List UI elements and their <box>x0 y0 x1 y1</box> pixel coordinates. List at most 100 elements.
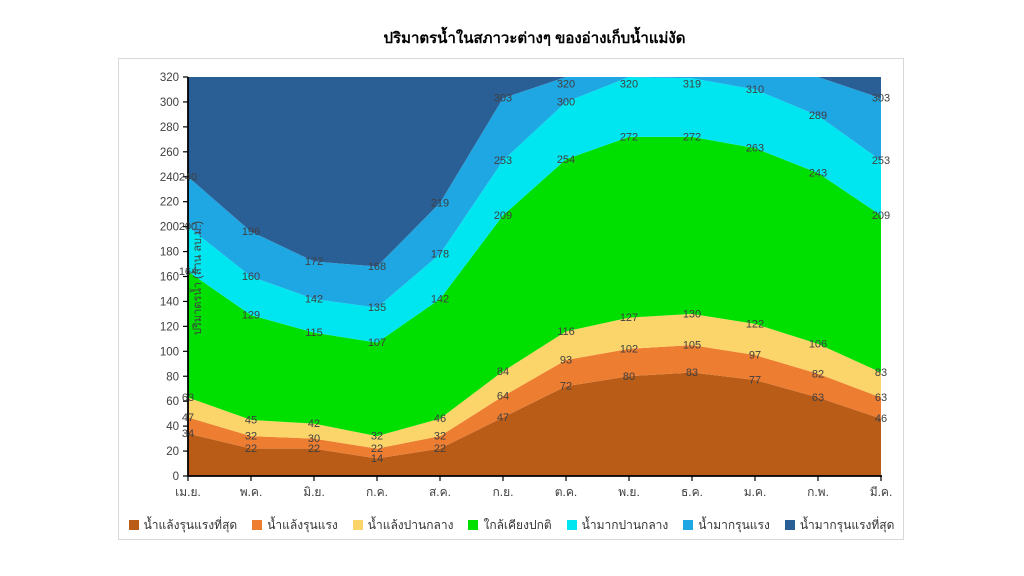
legend-swatch-icon <box>252 520 263 530</box>
chart-title: ปริมาตรน้ำในสภาวะต่างๆ ของอ่างเก็บน้ำแม่… <box>383 30 686 47</box>
data-label-series-3: 106 <box>809 338 827 350</box>
data-label-series-5: 178 <box>431 249 449 261</box>
x-tick-label: ก.ย. <box>493 485 514 499</box>
data-label-series-5: 253 <box>872 155 890 167</box>
y-tick-label: 0 <box>173 471 179 483</box>
y-tick-label: 240 <box>160 172 179 184</box>
data-label-series-3: 130 <box>683 308 701 320</box>
legend-item-3: น้ำแล้งปานกลาง <box>352 516 454 535</box>
data-label-series-2: 105 <box>683 340 701 352</box>
area-band-6 <box>188 77 881 308</box>
legend-label: น้ำมากรุนแรง <box>698 517 770 532</box>
data-label-series-4: 107 <box>368 337 386 349</box>
area-band-3 <box>188 313 881 449</box>
y-tick-label: 140 <box>160 296 179 308</box>
area-band-2 <box>188 345 881 459</box>
data-label-series-2: 47 <box>182 412 194 424</box>
data-label-series-4: 164 <box>179 266 197 278</box>
data-label-series-1: 22 <box>245 443 257 455</box>
data-label-series-3: 63 <box>182 392 194 404</box>
y-tick-label: 260 <box>160 147 179 159</box>
y-tick-label: 280 <box>160 122 179 134</box>
data-label-series-6: 320 <box>557 79 575 91</box>
x-tick-label: ม.ค. <box>744 485 767 499</box>
area-band-7 <box>188 77 881 267</box>
data-label-series-3: 32 <box>371 431 383 443</box>
data-label-series-5: 253 <box>494 155 512 167</box>
data-label-series-2: 22 <box>371 443 383 455</box>
x-tick-label: พ.ค. <box>240 485 263 499</box>
y-tick-label: 100 <box>160 346 179 358</box>
x-tick-label: มี.ค. <box>870 485 893 499</box>
x-tick-label: ก.ค. <box>366 485 388 499</box>
data-label-series-2: 32 <box>245 431 257 443</box>
legend-label: น้ำแล้งรุนแรงที่สุด <box>143 517 238 532</box>
data-label-series-1: 14 <box>371 453 383 465</box>
y-tick-label: 220 <box>160 197 179 209</box>
legend-item-6: น้ำมากรุนแรง <box>683 516 770 535</box>
legend-item-2: น้ำแล้งรุนแรง <box>252 516 338 535</box>
legend-swatch-icon <box>352 520 363 530</box>
data-label-series-4: 254 <box>557 154 575 166</box>
area-band-4 <box>188 136 881 437</box>
data-label-series-6: 303 <box>872 93 890 105</box>
data-label-series-6: 172 <box>305 256 323 268</box>
data-label-series-5: 135 <box>368 302 386 314</box>
data-label-series-2: 32 <box>434 431 446 443</box>
data-label-series-1: 46 <box>875 413 887 425</box>
y-tick-label: 180 <box>160 247 179 259</box>
legend-swatch-icon <box>566 520 577 530</box>
legend-label: น้ำมากปานกลาง <box>581 517 669 532</box>
x-tick-label: พ.ย. <box>618 485 640 499</box>
data-label-series-6: 303 <box>494 93 512 105</box>
y-tick-label: 200 <box>160 222 179 234</box>
data-label-series-6: 168 <box>368 261 386 273</box>
data-label-series-4: 209 <box>872 210 890 222</box>
y-tick-label: 60 <box>166 396 179 408</box>
data-label-series-4: 243 <box>809 168 827 180</box>
x-tick-label: ธ.ค. <box>681 485 703 499</box>
data-label-series-2: 63 <box>875 392 887 404</box>
data-label-series-4: 129 <box>242 310 260 322</box>
y-axis-title: ปริมาตรน้ำ (ล้าน ลบ.ม.) <box>192 220 204 336</box>
y-tick-label: 160 <box>160 272 179 284</box>
data-label-series-1: 47 <box>497 412 509 424</box>
data-label-series-5: 320 <box>620 79 638 91</box>
legend-label: น้ำมากรุนแรงที่สุด <box>799 517 895 532</box>
x-tick-label: มิ.ย. <box>303 485 325 499</box>
y-tick-label: 300 <box>160 97 179 109</box>
y-tick-label: 120 <box>160 321 179 333</box>
data-label-series-4: 115 <box>305 327 323 339</box>
data-label-series-4: 142 <box>431 293 449 305</box>
legend-swatch-icon <box>784 520 795 530</box>
data-label-series-3: 45 <box>245 414 257 426</box>
data-label-series-3: 116 <box>557 326 575 338</box>
data-label-series-1: 83 <box>686 367 698 379</box>
data-label-series-2: 64 <box>497 391 509 403</box>
data-label-series-3: 46 <box>434 413 446 425</box>
data-label-series-1: 63 <box>812 392 824 404</box>
data-label-series-1: 80 <box>623 371 635 383</box>
data-label-series-2: 30 <box>308 433 320 445</box>
data-label-series-5: 310 <box>746 84 764 96</box>
data-label-series-3: 84 <box>497 366 509 378</box>
data-label-series-5: 319 <box>683 79 701 91</box>
data-label-series-2: 102 <box>620 343 638 355</box>
data-label-series-5: 142 <box>305 293 323 305</box>
legend-item-7: น้ำมากรุนแรงที่สุด <box>784 516 895 535</box>
data-label-series-4: 209 <box>494 210 512 222</box>
area-band-5 <box>188 77 881 343</box>
data-label-series-4: 272 <box>620 131 638 143</box>
data-label-series-1: 22 <box>308 443 320 455</box>
data-label-series-5: 160 <box>242 271 260 283</box>
y-tick-label: 320 <box>160 72 179 84</box>
x-tick-label: เม.ย. <box>175 485 201 499</box>
legend-label: น้ำแล้งปานกลาง <box>367 517 454 532</box>
y-tick-label: 40 <box>166 421 179 433</box>
area-band-1 <box>188 372 881 476</box>
data-label-series-4: 272 <box>683 131 701 143</box>
data-label-series-6: 196 <box>242 226 260 238</box>
legend-swatch-icon <box>683 520 694 530</box>
data-label-series-2: 97 <box>749 350 761 362</box>
